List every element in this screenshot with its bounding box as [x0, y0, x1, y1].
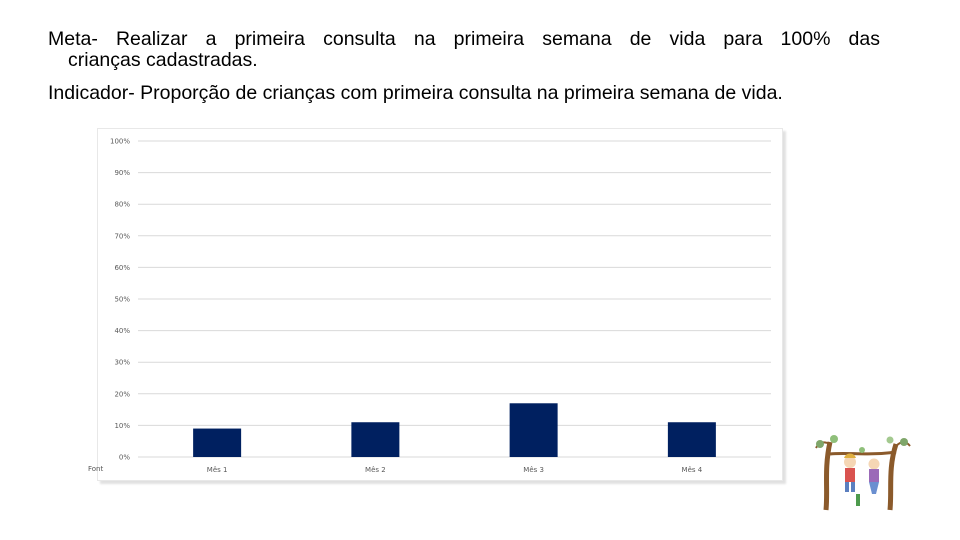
slide-heading: Meta- Realizar a primeira consulta na pr… [48, 29, 880, 104]
y-tick-label: 30% [114, 359, 130, 367]
bar-3 [509, 403, 558, 457]
children-tree-illustration [815, 435, 911, 511]
goal-text-line2: crianças cadastradas. [68, 49, 258, 71]
x-tick-label: Mês 3 [523, 466, 544, 474]
y-tick-label: 70% [114, 232, 130, 240]
chart-container: 0% 10% 20% 30% 40% 50% 60% 70% 80% 90% 100% Mês 1 Mê… [97, 128, 783, 481]
y-tick-label: 0% [119, 454, 130, 462]
x-tick-label: Mês 2 [365, 466, 386, 474]
bar-2 [351, 422, 400, 457]
y-tick-label: 100% [110, 138, 130, 146]
y-tick-label: 20% [114, 390, 130, 398]
y-tick-label: 90% [114, 169, 130, 177]
y-tick-label: 50% [114, 296, 130, 304]
bar-1 [193, 428, 242, 457]
y-tick-label: 60% [114, 264, 130, 272]
goal-text-line1: Meta- Realizar a primeira consulta na pr… [48, 28, 880, 50]
y-tick-label: 40% [114, 327, 130, 335]
y-tick-label: 80% [114, 201, 130, 209]
y-tick-label: 10% [114, 422, 130, 430]
indicator-text: Indicador- Proporção de crianças com pri… [48, 82, 783, 104]
bar-chart: 0% 10% 20% 30% 40% 50% 60% 70% 80% 90% 100% Mês 1 Mê… [110, 138, 771, 474]
x-tick-label: Mês 1 [207, 466, 228, 474]
source-note: Font [88, 465, 104, 473]
bar-4 [667, 422, 716, 457]
x-tick-label: Mês 4 [682, 466, 703, 474]
